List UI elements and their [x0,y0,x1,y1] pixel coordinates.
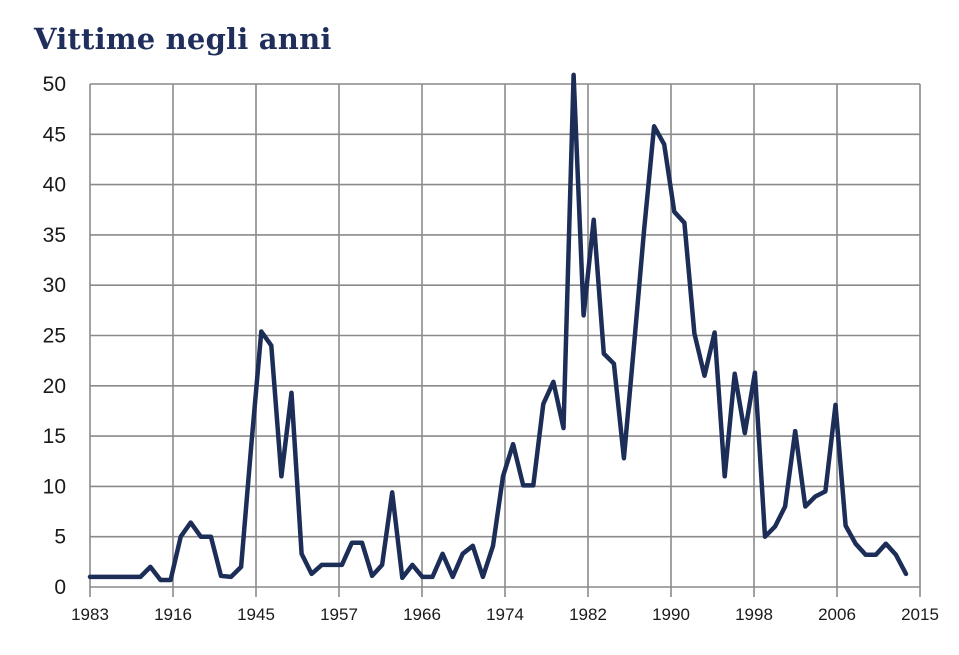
x-tick-label: 1945 [237,605,275,624]
x-axis: 1983 1916 1945 1957 1966 1974 1982 1990 1998 2006… [71,605,939,624]
x-tick-label: 1957 [320,605,358,624]
series-line [87,72,909,583]
x-tick-label: 2015 [901,605,939,624]
x-tick-label: 1990 [652,605,690,624]
x-tick-label: 1974 [486,605,524,624]
x-tick-label: 2006 [818,605,856,624]
x-tick-label: 1998 [735,605,773,624]
y-tick-label: 10 [43,475,66,498]
chart-grid [89,83,921,597]
y-tick-label: 25 [43,325,66,348]
y-tick-label: 5 [54,526,66,549]
y-tick-label: 50 [43,73,66,96]
y-axis: 0 5 10 15 20 25 30 35 40 45 50 [43,73,66,599]
x-tick-label: 1982 [569,605,607,624]
y-tick-label: 0 [54,576,66,599]
chart-title: Vittime negli anni [34,22,332,56]
y-tick-label: 45 [43,123,66,146]
y-tick-label: 30 [43,274,66,297]
x-tick-label: 1916 [154,605,192,624]
y-tick-label: 35 [43,224,66,247]
y-tick-label: 40 [43,174,66,197]
y-tick-label: 20 [43,375,66,398]
x-tick-label: 1983 [71,605,109,624]
y-tick-label: 15 [43,425,66,448]
x-tick-label: 1966 [403,605,441,624]
series [87,72,909,583]
